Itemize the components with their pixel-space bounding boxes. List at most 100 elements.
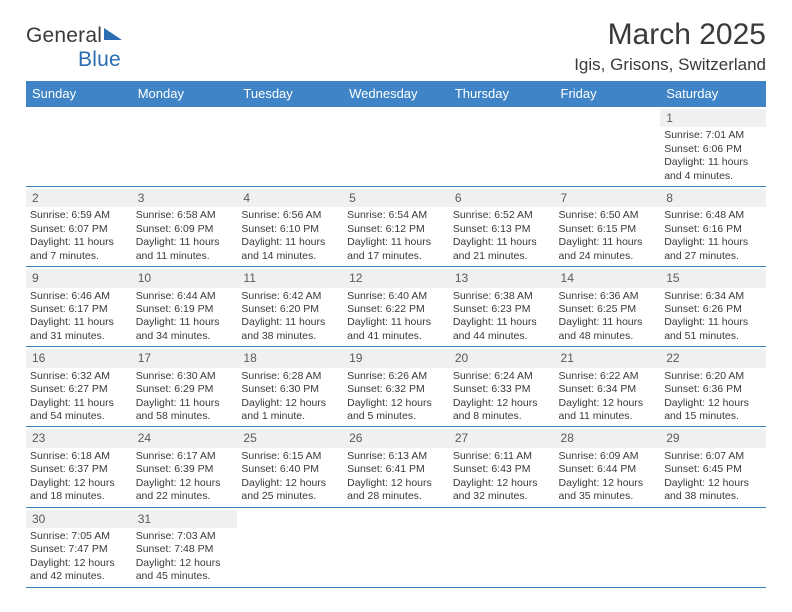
- sunrise-text: Sunrise: 6:50 AM: [559, 209, 657, 222]
- daylight-text: Daylight: 11 hours and 31 minutes.: [30, 316, 128, 343]
- weekday-header: Thursday: [449, 81, 555, 107]
- daylight-text: Daylight: 11 hours and 58 minutes.: [136, 397, 234, 424]
- daylight-text: Daylight: 11 hours and 24 minutes.: [559, 236, 657, 263]
- day-details: Sunrise: 6:44 AMSunset: 6:19 PMDaylight:…: [136, 290, 234, 344]
- calendar-day-cell: 7Sunrise: 6:50 AMSunset: 6:15 PMDaylight…: [555, 187, 661, 267]
- daylight-text: Daylight: 11 hours and 48 minutes.: [559, 316, 657, 343]
- day-details: Sunrise: 6:34 AMSunset: 6:26 PMDaylight:…: [664, 290, 762, 344]
- day-details: Sunrise: 6:42 AMSunset: 6:20 PMDaylight:…: [241, 290, 339, 344]
- calendar-day-cell: 18 Sunrise: 6:28 AMSunset: 6:30 PMDayligh…: [237, 347, 343, 427]
- sunset-text: Sunset: 6:36 PM: [664, 383, 762, 396]
- sunset-text: Sunset: 6:41 PM: [347, 463, 445, 476]
- calendar-day-cell: 20Sunrise: 6:24 AMSunset: 6:33 PMDayligh…: [449, 347, 555, 427]
- sunrise-text: Sunrise: 7:01 AM: [664, 129, 762, 142]
- daylight-text: Daylight: 11 hours and 41 minutes.: [347, 316, 445, 343]
- logo-word-general: Genera: [26, 24, 97, 47]
- weekday-header: Wednesday: [343, 81, 449, 107]
- daylight-text: Daylight: 12 hours and 25 minutes.: [241, 477, 339, 504]
- calendar-day-cell: 6Sunrise: 6:52 AMSunset: 6:13 PMDaylight…: [449, 187, 555, 267]
- day-details: Sunrise: 6:36 AMSunset: 6:25 PMDaylight:…: [559, 290, 657, 344]
- day-number: 26: [343, 429, 449, 447]
- day-number: 7: [555, 189, 661, 207]
- daylight-text: Daylight: 12 hours and 5 minutes.: [347, 397, 445, 424]
- sunrise-text: Sunrise: 6:34 AM: [664, 290, 762, 303]
- day-number: 31: [132, 510, 238, 528]
- day-number: 14: [555, 269, 661, 287]
- calendar-day-cell: 22Sunrise: 6:20 AMSunset: 6:36 PMDayligh…: [660, 347, 766, 427]
- day-number: 10: [132, 269, 238, 287]
- sunset-text: Sunset: 6:12 PM: [347, 223, 445, 236]
- calendar-day-cell: 16Sunrise: 6:32 AMSunset: 6:27 PMDayligh…: [26, 347, 132, 427]
- calendar-day-cell: 13Sunrise: 6:38 AMSunset: 6:23 PMDayligh…: [449, 267, 555, 347]
- page-header: GeneralBlue March 2025 Igis, Grisons, Sw…: [26, 18, 766, 75]
- sunrise-text: Sunrise: 6:36 AM: [559, 290, 657, 303]
- calendar-day-cell: 14 Sunrise: 6:36 AMSunset: 6:25 PMDayligh…: [555, 267, 661, 347]
- sunrise-text: Sunrise: 6:13 AM: [347, 450, 445, 463]
- sunrise-text: Sunrise: 6:30 AM: [136, 370, 234, 383]
- day-details: Sunrise: 6:17 AMSunset: 6:39 PMDaylight:…: [136, 450, 234, 504]
- sunrise-text: Sunrise: 7:05 AM: [30, 530, 128, 543]
- day-details: Sunrise: 6:30 AMSunset: 6:29 PMDaylight:…: [136, 370, 234, 424]
- day-details: Sunrise: 6:32 AMSunset: 6:27 PMDaylight:…: [30, 370, 128, 424]
- day-details: Sunrise: 6:40 AMSunset: 6:22 PMDaylight:…: [347, 290, 445, 344]
- day-details: Sunrise: 6:59 AMSunset: 6:07 PMDaylight:…: [30, 209, 128, 263]
- sunset-text: Sunset: 6:29 PM: [136, 383, 234, 396]
- logo-text: GeneralBlue: [26, 24, 122, 72]
- sunset-text: Sunset: 6:09 PM: [136, 223, 234, 236]
- day-details: Sunrise: 6:22 AMSunset: 6:34 PMDaylight:…: [559, 370, 657, 424]
- day-details: Sunrise: 7:01 AMSunset: 6:06 PMDaylight:…: [664, 129, 762, 183]
- sunset-text: Sunset: 6:30 PM: [241, 383, 339, 396]
- day-details: Sunrise: 6:28 AMSunset: 6:30 PMDaylight:…: [241, 370, 339, 424]
- day-number: 2: [26, 189, 132, 207]
- sunrise-text: Sunrise: 6:20 AM: [664, 370, 762, 383]
- daylight-text: Daylight: 11 hours and 34 minutes.: [136, 316, 234, 343]
- daylight-text: Daylight: 11 hours and 17 minutes.: [347, 236, 445, 263]
- calendar-head: SundayMondayTuesdayWednesdayThursdayFrid…: [26, 81, 766, 107]
- sunrise-text: Sunrise: 6:58 AM: [136, 209, 234, 222]
- day-number: 12: [343, 269, 449, 287]
- calendar-day-cell: 23Sunrise: 6:18 AMSunset: 6:37 PMDayligh…: [26, 427, 132, 507]
- daylight-text: Daylight: 12 hours and 18 minutes.: [30, 477, 128, 504]
- sunset-text: Sunset: 6:40 PM: [241, 463, 339, 476]
- day-details: Sunrise: 6:13 AMSunset: 6:41 PMDaylight:…: [347, 450, 445, 504]
- day-number: 9: [26, 269, 132, 287]
- sunset-text: Sunset: 7:48 PM: [136, 543, 234, 556]
- location-text: Igis, Grisons, Switzerland: [574, 55, 766, 75]
- weekday-header: Sunday: [26, 81, 132, 107]
- calendar-day-cell: 24Sunrise: 6:17 AMSunset: 6:39 PMDayligh…: [132, 427, 238, 507]
- calendar-day-cell: 25Sunrise: 6:15 AMSunset: 6:40 PMDayligh…: [237, 427, 343, 507]
- daylight-text: Daylight: 11 hours and 38 minutes.: [241, 316, 339, 343]
- day-number: 27: [449, 429, 555, 447]
- daylight-text: Daylight: 12 hours and 28 minutes.: [347, 477, 445, 504]
- sunrise-text: Sunrise: 6:18 AM: [30, 450, 128, 463]
- day-details: Sunrise: 6:18 AMSunset: 6:37 PMDaylight:…: [30, 450, 128, 504]
- calendar-empty-cell: .: [237, 507, 343, 587]
- daylight-text: Daylight: 12 hours and 8 minutes.: [453, 397, 551, 424]
- daylight-text: Daylight: 12 hours and 45 minutes.: [136, 557, 234, 584]
- calendar-empty-cell: .: [660, 507, 766, 587]
- day-details: Sunrise: 6:20 AMSunset: 6:36 PMDaylight:…: [664, 370, 762, 424]
- day-number: 21: [555, 349, 661, 367]
- day-details: Sunrise: 6:54 AMSunset: 6:12 PMDaylight:…: [347, 209, 445, 263]
- sunrise-text: Sunrise: 6:32 AM: [30, 370, 128, 383]
- sunrise-text: Sunrise: 7:03 AM: [136, 530, 234, 543]
- calendar-page: GeneralBlue March 2025 Igis, Grisons, Sw…: [0, 0, 792, 596]
- calendar-empty-cell: .: [555, 107, 661, 187]
- weekday-header: Friday: [555, 81, 661, 107]
- sunrise-text: Sunrise: 6:15 AM: [241, 450, 339, 463]
- calendar-day-cell: 8Sunrise: 6:48 AMSunset: 6:16 PMDaylight…: [660, 187, 766, 267]
- day-details: Sunrise: 6:07 AMSunset: 6:45 PMDaylight:…: [664, 450, 762, 504]
- sunset-text: Sunset: 6:45 PM: [664, 463, 762, 476]
- sunrise-text: Sunrise: 6:26 AM: [347, 370, 445, 383]
- daylight-text: Daylight: 12 hours and 11 minutes.: [559, 397, 657, 424]
- weekday-row: SundayMondayTuesdayWednesdayThursdayFrid…: [26, 81, 766, 107]
- daylight-text: Daylight: 11 hours and 44 minutes.: [453, 316, 551, 343]
- title-block: March 2025 Igis, Grisons, Switzerland: [574, 18, 766, 75]
- day-details: Sunrise: 6:11 AMSunset: 6:43 PMDaylight:…: [453, 450, 551, 504]
- calendar-empty-cell: .: [449, 507, 555, 587]
- day-number: 18: [237, 349, 343, 367]
- day-number: 11: [237, 269, 343, 287]
- sunset-text: Sunset: 6:39 PM: [136, 463, 234, 476]
- logo-l: l: [97, 24, 102, 47]
- sunrise-text: Sunrise: 6:46 AM: [30, 290, 128, 303]
